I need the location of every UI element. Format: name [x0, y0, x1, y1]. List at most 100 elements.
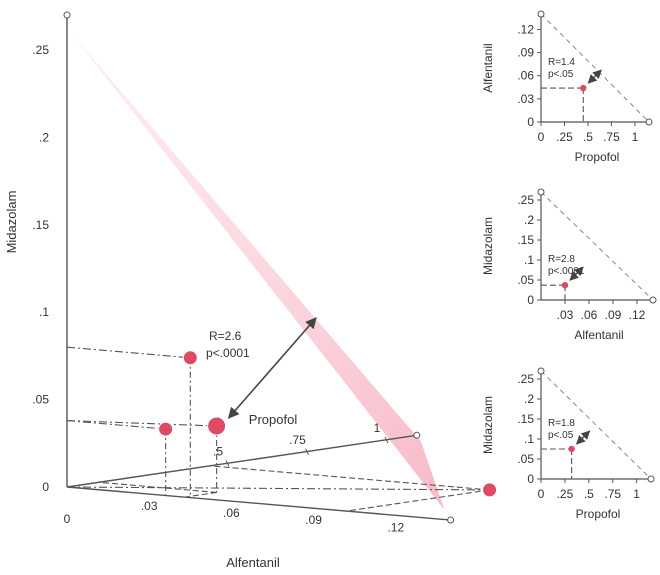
- y-axis-title: Alfentanil: [481, 43, 495, 92]
- y-tick-label: .15: [517, 412, 534, 426]
- x-tick-label: 0: [538, 130, 545, 144]
- x-tick-label: .75: [603, 130, 620, 144]
- interaction-p-label: p<.05: [548, 430, 574, 441]
- midazolam-tick-label: 0: [42, 480, 49, 494]
- alfentanil-axis-line: [66, 486, 451, 521]
- x-axis-end-marker: [647, 475, 655, 483]
- projection-line: [66, 486, 490, 491]
- additivity-plane: [71, 33, 445, 511]
- interaction-arrow: [227, 317, 317, 419]
- interaction-p-label: p<.0001: [548, 266, 585, 277]
- y-tick-label: .1: [524, 253, 534, 267]
- y-tick-label: 0: [527, 472, 534, 486]
- data-point: [561, 282, 569, 289]
- propofol-tick-mark: [384, 436, 389, 444]
- alfentanil-tick-label: .12: [387, 520, 404, 534]
- interaction-p-label: p<.0001: [206, 346, 250, 360]
- x-axis-title: Propofol: [576, 507, 621, 521]
- x-tick-label: 1: [632, 130, 639, 144]
- additivity-line: [540, 370, 652, 480]
- y-tick-label: .09: [517, 46, 534, 60]
- propofol-tick-label: 1: [374, 421, 381, 435]
- alfentanil-tick-label: .09: [305, 513, 322, 527]
- main-3d-panel: 0 .05 .1 .15 .2 .25 0 .03 .06 .09 .12 .5 .75 1 Midazol…: [4, 11, 498, 570]
- x-axis-title: Propofol: [575, 150, 620, 164]
- data-point: [482, 482, 498, 498]
- data-point: [580, 84, 587, 92]
- midazolam-tick-label: .1: [39, 305, 49, 319]
- data-point: [158, 421, 174, 437]
- propofol-midazolam-panel: 0 .05 .1 .15 .2 .25 0 .25 .5 .75 1 Propofol Midazola…: [481, 367, 655, 521]
- x-tick-label: .5: [583, 130, 593, 144]
- midazolam-tick-label: .2: [39, 130, 49, 144]
- y-tick-label: .05: [517, 273, 534, 287]
- projection-line: [346, 489, 490, 512]
- y-axis-end-marker: [537, 367, 545, 375]
- y-axis-title: Midazolam: [481, 217, 495, 275]
- alfentanil-tick-label: .03: [141, 499, 158, 513]
- projection-line: [210, 465, 490, 491]
- interaction-ratio-label: R=1.4: [548, 57, 575, 68]
- y-tick-label: .05: [517, 452, 534, 466]
- x-tick-label: .06: [581, 308, 598, 322]
- y-axis-end-marker: [537, 10, 545, 18]
- alfentanil-axis-title: Alfentanil: [226, 555, 280, 570]
- x-tick-label: .5: [584, 487, 594, 501]
- propofol-axis-end-marker: [413, 431, 421, 439]
- interaction-ratio-label: R=2.6: [209, 329, 242, 343]
- y-tick-label: .03: [517, 92, 534, 106]
- x-axis-end-marker: [649, 296, 657, 304]
- y-tick-label: .25: [517, 372, 534, 386]
- propofol-tick-label: .75: [289, 433, 306, 447]
- y-tick-label: .2: [524, 213, 534, 227]
- propofol-tick-mark: [225, 460, 230, 467]
- y-tick-label: .15: [517, 233, 534, 247]
- y-tick-label: .1: [524, 432, 534, 446]
- interaction-ratio-label: R=2.8: [548, 254, 575, 265]
- x-tick-label: .03: [557, 308, 574, 322]
- propofol-tick-mark: [305, 448, 309, 455]
- data-point: [568, 445, 575, 453]
- y-tick-label: .25: [517, 193, 534, 207]
- interaction-ratio-label: R=1.8: [548, 418, 575, 429]
- y-axis-title: Midazolam: [481, 396, 495, 454]
- x-tick-label: .25: [556, 130, 573, 144]
- projection-line: [66, 346, 191, 359]
- additivity-line: [540, 13, 650, 123]
- projection-line: [184, 491, 217, 498]
- midazolam-tick-label: .25: [32, 43, 49, 57]
- interaction-arrow: [587, 69, 602, 84]
- alfentanil-axis-end-marker: [447, 516, 455, 524]
- y-tick-label: 0: [527, 293, 534, 307]
- propofol-axis-title: Propofol: [249, 412, 298, 427]
- projection-line: [66, 420, 166, 430]
- x-tick-label: .75: [604, 487, 621, 501]
- x-axis-title: Alfentanil: [574, 328, 623, 342]
- x-tick-label: 1: [633, 487, 640, 501]
- x-tick-label: 0: [538, 487, 545, 501]
- alfentanil-midazolam-panel: 0 .05 .1 .15 .2 .25 .03 .06 .09 .12 Alfentanil Mida…: [481, 188, 657, 342]
- interaction-arrow: [569, 266, 584, 281]
- projection-line: [66, 420, 217, 427]
- interaction-arrow: [575, 430, 591, 445]
- x-axis-end-marker: [645, 118, 653, 126]
- x-tick-label: .25: [557, 487, 574, 501]
- propofol-axis-line: [66, 434, 417, 488]
- data-point: [182, 350, 198, 366]
- y-tick-label: .06: [517, 69, 534, 83]
- midazolam-axis-title: Midazolam: [4, 191, 19, 254]
- midazolam-axis-end-marker: [63, 11, 71, 19]
- interaction-p-label: p<.05: [548, 69, 574, 80]
- alfentanil-tick-label: 0: [64, 512, 71, 526]
- propofol-tick-label: .5: [213, 445, 223, 459]
- projection-line: [98, 481, 217, 493]
- additivity-line: [540, 191, 654, 301]
- propofol-alfentanil-panel: 0 .03 .06 .09 .12 0 .25 .5 .75 1 Propofol Alfentani…: [481, 10, 653, 164]
- y-tick-label: 0: [527, 115, 534, 129]
- y-axis-end-marker: [537, 188, 545, 196]
- x-tick-label: .12: [629, 308, 646, 322]
- midazolam-tick-label: .15: [32, 218, 49, 232]
- y-tick-label: .2: [524, 392, 534, 406]
- alfentanil-tick-label: .06: [223, 506, 240, 520]
